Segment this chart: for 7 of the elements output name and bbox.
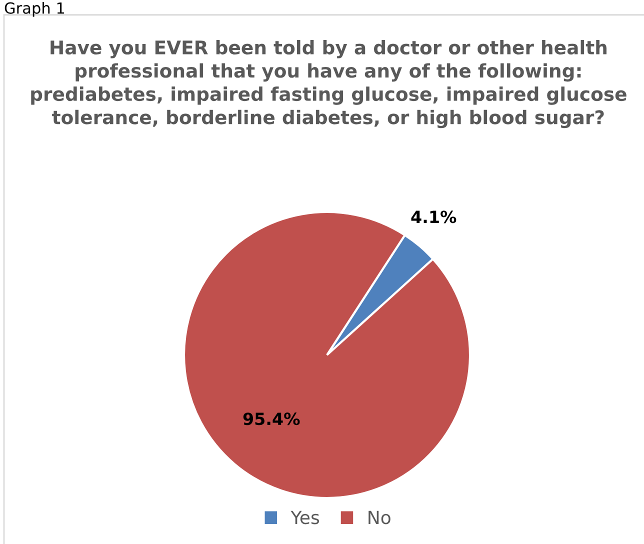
caption: Graph 1	[4, 2, 64, 17]
data-label: 4.1%	[411, 210, 456, 224]
pie-slice	[182, 210, 472, 500]
legend-label: Yes	[290, 510, 320, 524]
chart-title: Have you EVER been told by a doctor or other health professional that you have any of the following: prediabetes, impaired fasting glucose, impaired glucose tolerance, borderline diabetes, or high blood sugar?	[31, 40, 626, 128]
legend-label: No	[368, 510, 390, 524]
data-label: 95.4%	[243, 412, 300, 426]
